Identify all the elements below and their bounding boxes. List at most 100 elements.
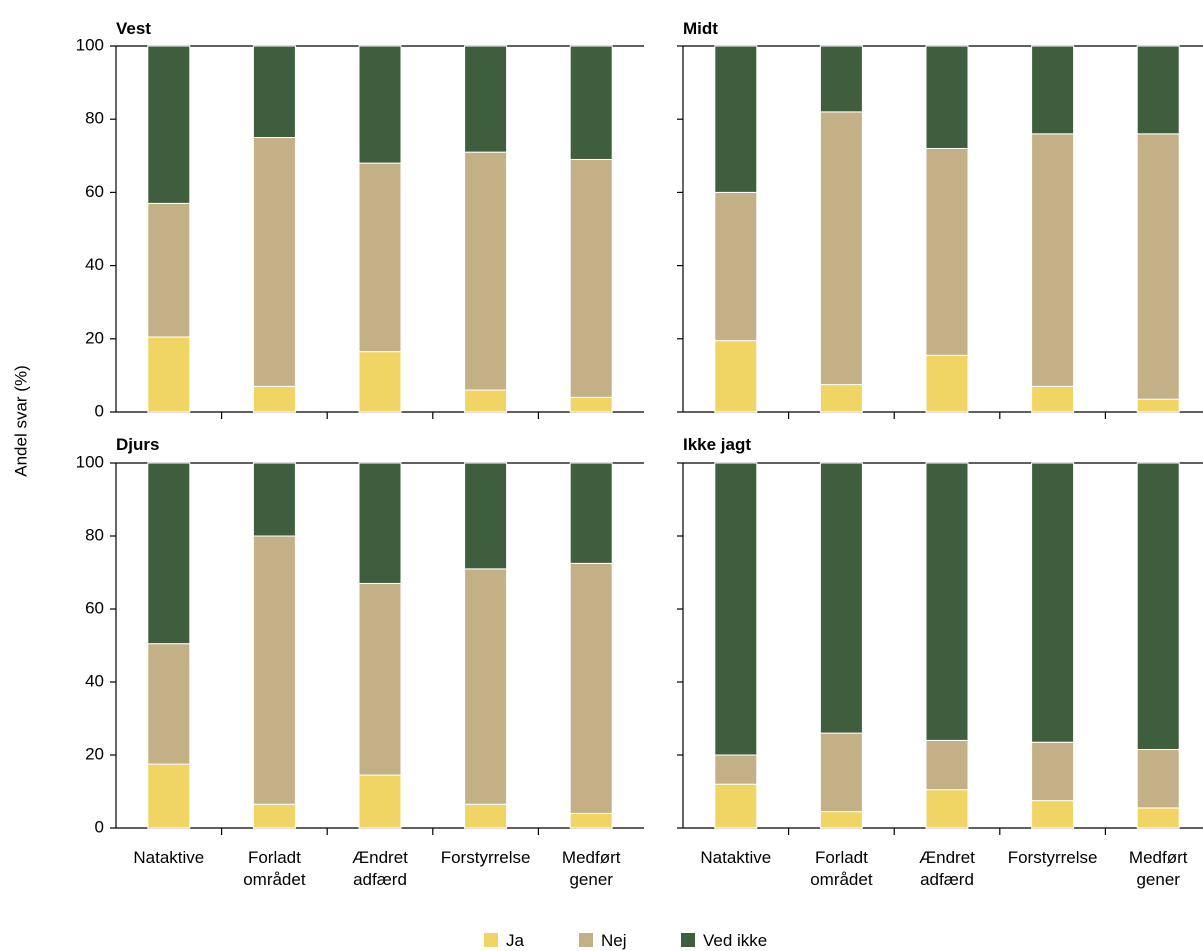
bar-segment-nej — [147, 643, 191, 765]
bar-segment-nej — [358, 582, 402, 776]
bar-segment-ved-ikke — [358, 462, 402, 584]
y-tick-label: 60 — [85, 598, 104, 617]
y-tick-label: 100 — [76, 35, 104, 54]
bar-segment-nej — [819, 732, 863, 813]
x-category-label: Nataktive — [700, 848, 771, 867]
bar-segment-ved-ikke — [464, 462, 508, 570]
bar-segment-ja — [252, 803, 296, 829]
y-tick-label: 0 — [95, 401, 104, 420]
legend-swatch — [484, 933, 498, 947]
bar-segment-ja — [147, 336, 191, 413]
legend-item: Nej — [579, 931, 627, 950]
bar-segment-nej — [714, 754, 758, 785]
bar-segment-ja — [464, 389, 508, 413]
bar-segment-ved-ikke — [147, 462, 191, 645]
y-tick-label: 60 — [85, 182, 104, 201]
y-tick-label: 80 — [85, 525, 104, 544]
bar-segment-nej — [1136, 133, 1180, 400]
legend-item: Ja — [484, 931, 525, 950]
legend-label: Nej — [601, 931, 627, 950]
x-category-label: området — [810, 870, 873, 889]
bar-segment-ved-ikke — [147, 45, 191, 204]
panel-1: Midt — [677, 19, 1203, 419]
y-tick-label: 100 — [76, 452, 104, 471]
panel-0: 0 20 40 60 80 100 Vest — [76, 19, 644, 420]
bar-segment-nej — [714, 191, 758, 342]
bar-segment-ved-ikke — [714, 462, 758, 756]
bar-segment-nej — [925, 739, 969, 791]
bar-segment-ja — [714, 340, 758, 413]
bar-segment-ja — [714, 783, 758, 829]
bar-segment-ja — [358, 774, 402, 829]
bar-segment-nej — [147, 202, 191, 338]
bar-segment-ja — [1031, 385, 1075, 413]
panel-3: Ikke jagt Nataktive Forladt området Ændret ad… — [677, 435, 1203, 889]
legend-swatch — [681, 933, 695, 947]
legend-item: Ved ikke — [681, 931, 767, 950]
bar-segment-ved-ikke — [1136, 45, 1180, 135]
bar-segment-nej — [1031, 741, 1075, 802]
bar-segment-ved-ikke — [569, 462, 613, 564]
x-category-label: Nataktive — [133, 848, 204, 867]
bar-segment-ja — [252, 385, 296, 413]
legend: Ja Nej Ved ikke — [484, 931, 767, 950]
x-category-label: Ændret — [352, 848, 408, 867]
panel-title: Midt — [683, 19, 718, 38]
bar-segment-nej — [464, 568, 508, 805]
bar-segment-ved-ikke — [819, 462, 863, 734]
x-category-label: adfærd — [353, 870, 407, 889]
bar-segment-ved-ikke — [569, 45, 613, 160]
bar-segment-nej — [252, 137, 296, 387]
bar-segment-nej — [819, 111, 863, 386]
bar-segment-nej — [464, 151, 508, 391]
bar-segment-ja — [464, 803, 508, 829]
bar-segment-nej — [358, 162, 402, 353]
bar-segment-ved-ikke — [1031, 462, 1075, 743]
x-category-label: området — [243, 870, 306, 889]
y-tick-label: 0 — [95, 817, 104, 836]
legend-label: Ved ikke — [703, 931, 767, 950]
y-tick-label: 80 — [85, 109, 104, 128]
y-tick-label: 20 — [85, 328, 104, 347]
y-axis-label: Andel svar (%) — [11, 365, 30, 476]
x-category-label: gener — [1136, 870, 1180, 889]
bar-segment-ja — [1136, 398, 1180, 413]
x-category-label: Forladt — [815, 848, 868, 867]
x-category-label: Forladt — [248, 848, 301, 867]
bar-segment-ja — [1031, 800, 1075, 829]
bar-segment-ja — [925, 789, 969, 829]
bar-segment-nej — [1136, 749, 1180, 809]
bar-segment-ved-ikke — [252, 45, 296, 138]
bar-segment-ved-ikke — [252, 462, 296, 537]
panel-title: Ikke jagt — [683, 435, 751, 454]
x-category-label: Medført — [562, 848, 621, 867]
x-category-label: Medført — [1129, 848, 1188, 867]
bar-segment-ved-ikke — [464, 45, 508, 153]
x-category-label: Ændret — [919, 848, 975, 867]
bar-segment-ved-ikke — [714, 45, 758, 193]
legend-swatch — [579, 933, 593, 947]
panel-2: 0 20 40 60 80 100 Djurs Nataktive Forladt området… — [76, 435, 644, 889]
bar-segment-ja — [569, 396, 613, 413]
bar-segment-ved-ikke — [1136, 462, 1180, 751]
bar-segment-ja — [819, 384, 863, 413]
y-tick-label: 40 — [85, 671, 104, 690]
y-tick-label: 40 — [85, 255, 104, 274]
bar-segment-ja — [569, 812, 613, 829]
panel-title: Vest — [116, 19, 151, 38]
bar-segment-ved-ikke — [358, 45, 402, 164]
chart-panels: 0 20 40 60 80 100 Vest Midt 0 20 40 60 80 100 Djurs Nat… — [76, 19, 1203, 889]
bar-segment-ved-ikke — [819, 45, 863, 113]
bar-segment-ja — [925, 354, 969, 413]
x-category-label: Forstyrrelse — [441, 848, 531, 867]
bar-segment-nej — [925, 147, 969, 356]
bar-segment-ja — [358, 351, 402, 413]
bar-segment-nej — [569, 158, 613, 398]
panel-title: Djurs — [116, 435, 159, 454]
x-category-label: Forstyrrelse — [1008, 848, 1098, 867]
bar-segment-ja — [1136, 807, 1180, 829]
bar-segment-ja — [819, 811, 863, 829]
bar-segment-nej — [1031, 133, 1075, 387]
bar-segment-ja — [147, 763, 191, 829]
